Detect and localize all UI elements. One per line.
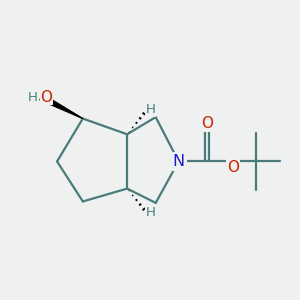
Text: H: H: [146, 103, 156, 116]
Text: O: O: [201, 116, 213, 131]
Text: H: H: [146, 206, 156, 219]
Text: O: O: [40, 90, 52, 105]
Text: O: O: [227, 160, 239, 175]
Polygon shape: [40, 94, 83, 118]
Text: H: H: [27, 91, 37, 103]
Text: N: N: [172, 154, 184, 169]
